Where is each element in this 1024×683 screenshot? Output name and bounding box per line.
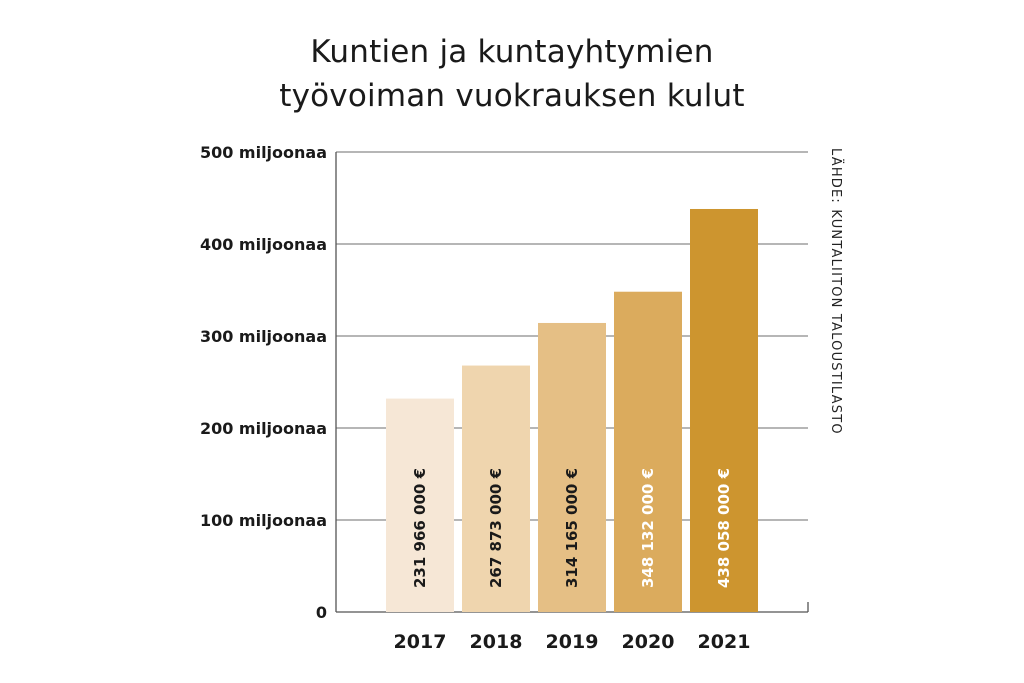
y-tick-label: 400 miljoonaa <box>200 235 327 254</box>
y-tick-label: 500 miljoonaa <box>200 143 327 162</box>
y-tick-label: 100 miljoonaa <box>200 511 327 530</box>
bar <box>538 322 606 612</box>
y-tick-label: 200 miljoonaa <box>200 419 327 438</box>
bar-value-label: 267 873 000 € <box>487 468 505 588</box>
x-tick-label: 2021 <box>698 631 751 653</box>
chart-title: Kuntien ja kuntayhtymien työvoiman vuokr… <box>0 30 1024 118</box>
y-tick-label: 0 <box>316 603 327 622</box>
x-tick-label: 2017 <box>394 631 447 653</box>
bar-value-label: 438 058 000 € <box>715 468 733 588</box>
chart-title-line-1: Kuntien ja kuntayhtymien <box>310 34 714 70</box>
x-tick-label: 2019 <box>546 631 599 653</box>
bar-value-label: 348 132 000 € <box>639 468 657 588</box>
source-note: LÄHDE: KUNTALIITON TALOUSTILASTO <box>828 148 843 435</box>
x-tick-label: 2018 <box>470 631 523 653</box>
chart-title-line-2: työvoiman vuokrauksen kulut <box>279 78 745 114</box>
bar <box>386 398 454 612</box>
y-tick-label: 300 miljoonaa <box>200 327 327 346</box>
bar <box>690 208 758 612</box>
bar-value-label: 231 966 000 € <box>411 468 429 588</box>
x-tick-label: 2020 <box>622 631 675 653</box>
bar <box>614 291 682 612</box>
bar-value-label: 314 165 000 € <box>563 468 581 588</box>
bar <box>462 365 530 612</box>
